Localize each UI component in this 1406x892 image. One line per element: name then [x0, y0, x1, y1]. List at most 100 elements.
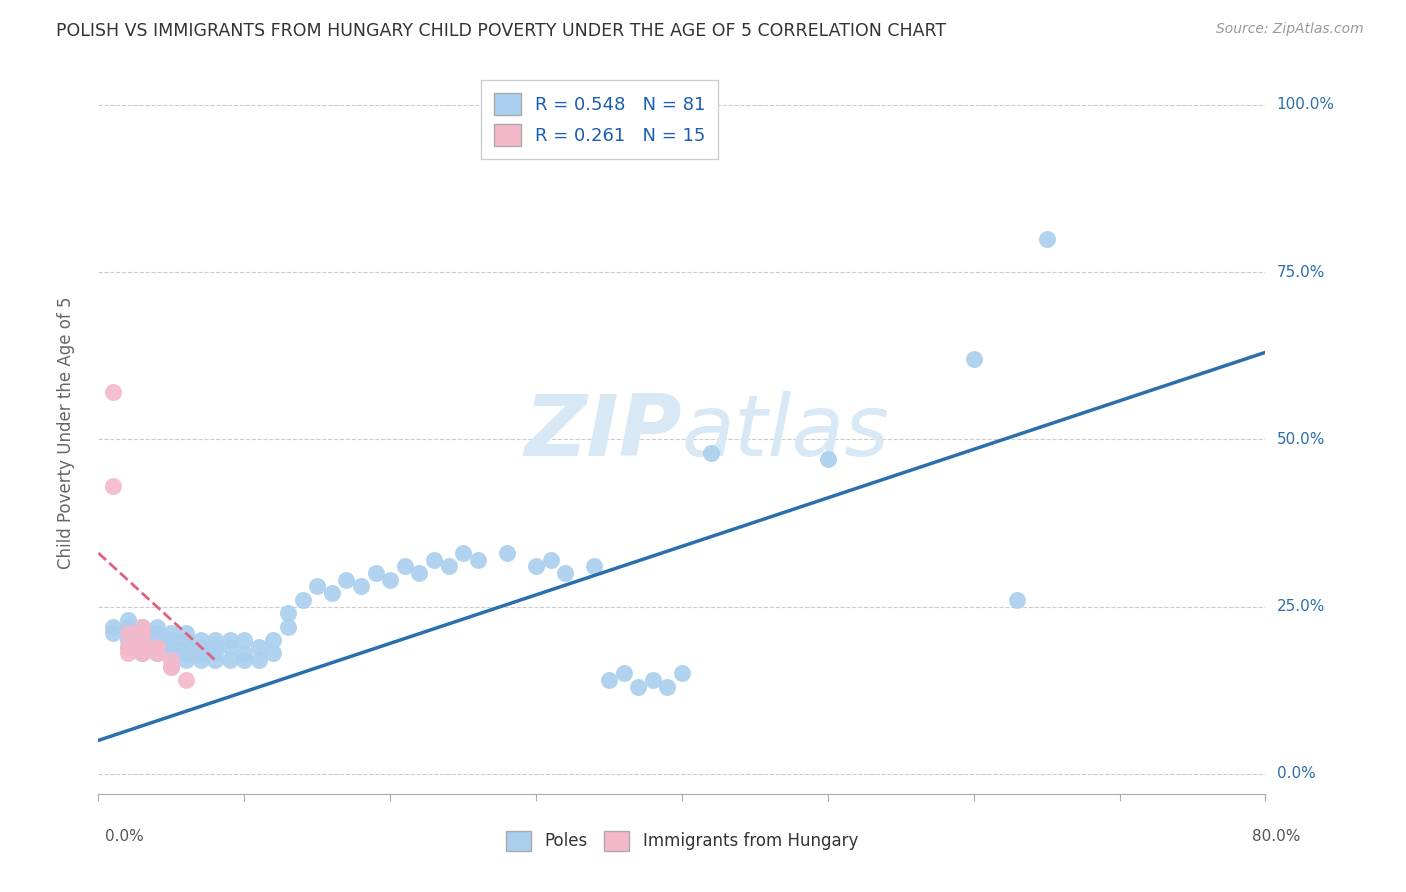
Point [190, 633, 212, 648]
Point [146, 640, 169, 654]
Legend: Poles, Immigrants from Hungary: Poles, Immigrants from Hungary [499, 824, 865, 858]
Point [174, 653, 197, 667]
Point [218, 653, 240, 667]
Point [380, 573, 402, 587]
Point [583, 559, 606, 574]
Text: atlas: atlas [682, 391, 890, 475]
Point [204, 653, 226, 667]
Point [146, 626, 169, 640]
Point [131, 646, 153, 660]
Point [233, 653, 256, 667]
Point [364, 566, 387, 581]
Point [233, 646, 256, 660]
Point [146, 646, 169, 660]
Text: 80.0%: 80.0% [1253, 830, 1301, 844]
Point [146, 633, 169, 648]
Point [262, 646, 284, 660]
Point [540, 553, 562, 567]
Point [350, 580, 373, 594]
Point [174, 626, 197, 640]
Point [101, 479, 124, 493]
Point [131, 633, 153, 648]
Point [101, 626, 124, 640]
Point [598, 673, 620, 688]
Point [190, 646, 212, 660]
Point [204, 646, 226, 660]
Point [117, 626, 139, 640]
Point [131, 640, 153, 654]
Point [131, 620, 153, 634]
Point [423, 553, 446, 567]
Point [524, 559, 547, 574]
Point [117, 640, 139, 654]
Point [218, 633, 240, 648]
Point [1035, 232, 1057, 246]
Point [671, 666, 693, 681]
Point [160, 646, 183, 660]
Point [700, 446, 723, 460]
Point [451, 546, 474, 560]
Point [146, 633, 169, 648]
Text: 100.0%: 100.0% [1277, 97, 1334, 112]
Point [408, 566, 430, 581]
Point [467, 553, 489, 567]
Point [277, 607, 299, 621]
Point [496, 546, 519, 560]
Point [160, 660, 183, 674]
Point [291, 593, 314, 607]
Point [262, 633, 284, 648]
Point [131, 620, 153, 634]
Point [131, 626, 153, 640]
Point [554, 566, 576, 581]
Point [657, 680, 679, 694]
Point [394, 559, 416, 574]
Point [117, 626, 139, 640]
Point [218, 640, 240, 654]
Text: Source: ZipAtlas.com: Source: ZipAtlas.com [1216, 22, 1364, 37]
Point [160, 653, 183, 667]
Point [146, 646, 169, 660]
Point [101, 620, 124, 634]
Point [160, 646, 183, 660]
Point [146, 620, 169, 634]
Point [321, 586, 343, 600]
Point [190, 653, 212, 667]
Point [131, 626, 153, 640]
Point [117, 633, 139, 648]
Point [247, 653, 270, 667]
Text: 25.0%: 25.0% [1277, 599, 1324, 614]
Point [160, 660, 183, 674]
Point [174, 646, 197, 660]
Point [117, 640, 139, 654]
Point [641, 673, 664, 688]
Point [131, 633, 153, 648]
Point [247, 640, 270, 654]
Point [817, 452, 839, 467]
Text: POLISH VS IMMIGRANTS FROM HUNGARY CHILD POVERTY UNDER THE AGE OF 5 CORRELATION C: POLISH VS IMMIGRANTS FROM HUNGARY CHILD … [56, 22, 946, 40]
Y-axis label: Child Poverty Under the Age of 5: Child Poverty Under the Age of 5 [56, 296, 75, 569]
Point [117, 620, 139, 634]
Point [146, 640, 169, 654]
Text: ZIP: ZIP [524, 391, 682, 475]
Text: 0.0%: 0.0% [1277, 766, 1315, 781]
Point [335, 573, 357, 587]
Point [146, 646, 169, 660]
Point [101, 385, 124, 400]
Text: 75.0%: 75.0% [1277, 265, 1324, 279]
Point [1007, 593, 1029, 607]
Point [117, 646, 139, 660]
Point [160, 626, 183, 640]
Point [437, 559, 460, 574]
Point [174, 673, 197, 688]
Point [627, 680, 650, 694]
Point [160, 640, 183, 654]
Point [131, 633, 153, 648]
Point [307, 580, 329, 594]
Text: 50.0%: 50.0% [1277, 432, 1324, 447]
Point [204, 633, 226, 648]
Point [277, 620, 299, 634]
Point [131, 620, 153, 634]
Point [612, 666, 634, 681]
Point [117, 613, 139, 627]
Point [204, 640, 226, 654]
